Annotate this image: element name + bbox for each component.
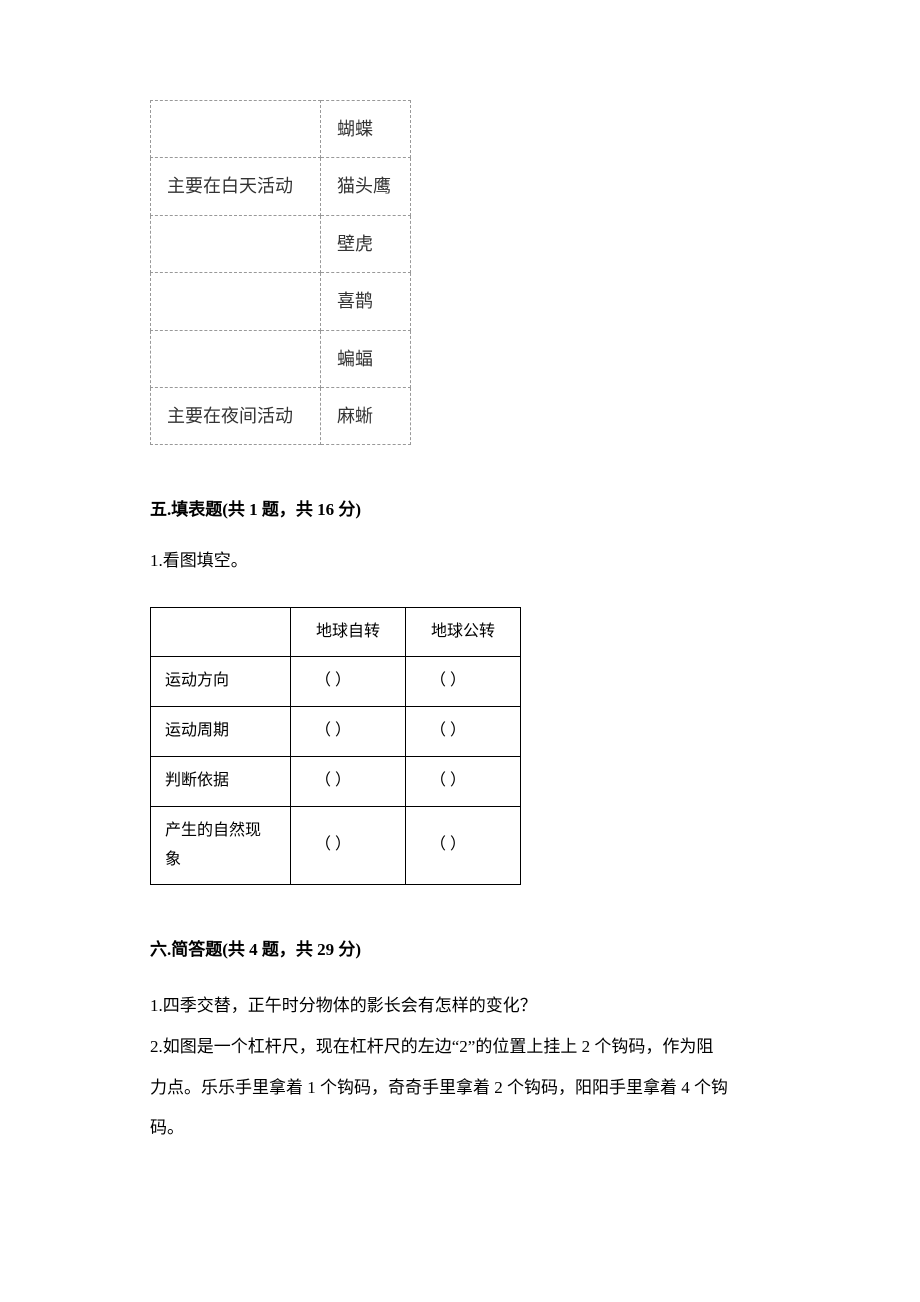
blank-cell: （ ）: [291, 756, 406, 806]
section-6-title: 六.简答题(共 4 题，共 29 分): [150, 935, 770, 966]
blank-cell: （ ）: [406, 657, 521, 707]
blank-cell: （ ）: [291, 806, 406, 885]
blank-cell: （ ）: [291, 657, 406, 707]
table-row: 判断依据 （ ） （ ）: [151, 756, 521, 806]
header-rotation: 地球自转: [291, 607, 406, 657]
blank-cell: （ ）: [406, 756, 521, 806]
earth-motion-table: 地球自转 地球公转 运动方向 （ ） （ ） 运动周期 （ ） （ ） 判断依据…: [150, 607, 521, 886]
blank-cell: （ ）: [406, 806, 521, 885]
table-row: 主要在夜间活动 麻蜥: [151, 387, 411, 444]
blank-cell: （ ）: [291, 707, 406, 757]
activity-cell: [151, 101, 321, 158]
table-header-row: 地球自转 地球公转: [151, 607, 521, 657]
table-row: 运动周期 （ ） （ ）: [151, 707, 521, 757]
activity-cell: 主要在白天活动: [151, 158, 321, 215]
animal-cell: 猫头鹰: [321, 158, 411, 215]
table-row: 喜鹊: [151, 273, 411, 330]
animal-cell: 蝴蝶: [321, 101, 411, 158]
table-row: 蝴蝶: [151, 101, 411, 158]
header-revolution: 地球公转: [406, 607, 521, 657]
row-label: 判断依据: [151, 756, 291, 806]
row-label: 运动周期: [151, 707, 291, 757]
question-6-1: 1.四季交替，正午时分物体的影长会有怎样的变化？: [150, 986, 770, 1027]
activity-cell: [151, 330, 321, 387]
question-6-2-line2: 力点。乐乐手里拿着 1 个钩码，奇奇手里拿着 2 个钩码，阳阳手里拿着 4 个钩: [150, 1068, 770, 1109]
row-label: 运动方向: [151, 657, 291, 707]
table-row: 运动方向 （ ） （ ）: [151, 657, 521, 707]
animal-cell: 喜鹊: [321, 273, 411, 330]
question-6-2-line3: 码。: [150, 1108, 770, 1149]
question-5-1: 1.看图填空。: [150, 546, 770, 577]
activity-cell: [151, 215, 321, 272]
header-empty: [151, 607, 291, 657]
activity-cell: 主要在夜间活动: [151, 387, 321, 444]
blank-cell: （ ）: [406, 707, 521, 757]
section-5-title: 五.填表题(共 1 题，共 16 分): [150, 495, 770, 526]
animal-cell: 蝙蝠: [321, 330, 411, 387]
table-row: 主要在白天活动 猫头鹰: [151, 158, 411, 215]
animal-cell: 麻蜥: [321, 387, 411, 444]
row-label: 产生的自然现象: [151, 806, 291, 885]
animal-cell: 壁虎: [321, 215, 411, 272]
animals-table: 蝴蝶 主要在白天活动 猫头鹰 壁虎 喜鹊 蝙蝠 主要在夜间活动 麻蜥: [150, 100, 411, 445]
question-6-2-line1: 2.如图是一个杠杆尺，现在杠杆尺的左边“2”的位置上挂上 2 个钩码，作为阻: [150, 1027, 770, 1068]
table-row: 蝙蝠: [151, 330, 411, 387]
table-row: 壁虎: [151, 215, 411, 272]
table-row: 产生的自然现象 （ ） （ ）: [151, 806, 521, 885]
activity-cell: [151, 273, 321, 330]
